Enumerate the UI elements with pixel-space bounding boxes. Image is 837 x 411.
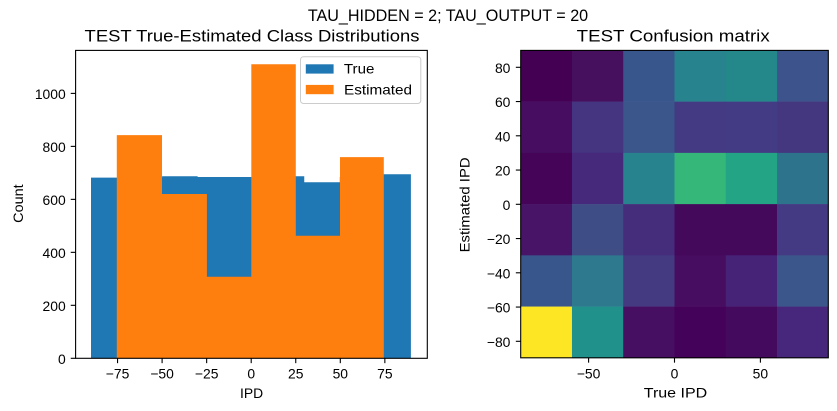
svg-text:TEST Confusion matrix: TEST Confusion matrix [577, 27, 771, 46]
svg-text:−80: −80 [487, 334, 511, 350]
svg-text:200: 200 [43, 298, 66, 314]
svg-text:True: True [344, 61, 375, 77]
svg-text:40: 40 [495, 128, 511, 144]
svg-text:75: 75 [377, 366, 393, 382]
svg-text:800: 800 [43, 139, 66, 155]
svg-text:−75: −75 [106, 366, 130, 382]
svg-text:−20: −20 [487, 231, 511, 247]
svg-text:1000: 1000 [35, 86, 66, 102]
svg-text:60: 60 [495, 94, 511, 110]
svg-text:Count: Count [10, 184, 26, 223]
svg-text:0: 0 [503, 197, 511, 213]
svg-text:−50: −50 [150, 366, 174, 382]
svg-text:50: 50 [753, 366, 769, 382]
svg-text:20: 20 [495, 163, 511, 179]
svg-text:IPD: IPD [240, 385, 263, 401]
svg-text:Estimated IPD: Estimated IPD [456, 157, 472, 252]
svg-text:25: 25 [288, 366, 304, 382]
svg-text:True IPD: True IPD [644, 385, 708, 401]
svg-text:80: 80 [495, 60, 511, 76]
svg-text:0: 0 [58, 351, 66, 367]
svg-text:400: 400 [43, 245, 66, 261]
svg-text:600: 600 [43, 192, 66, 208]
svg-text:0: 0 [671, 366, 679, 382]
svg-text:Estimated: Estimated [344, 81, 412, 97]
svg-text:0: 0 [247, 366, 255, 382]
svg-text:−60: −60 [487, 300, 511, 316]
svg-text:−25: −25 [195, 366, 219, 382]
svg-text:TEST True-Estimated Class Dist: TEST True-Estimated Class Distributions [85, 27, 420, 46]
svg-text:50: 50 [333, 366, 349, 382]
svg-text:TAU_HIDDEN = 2; TAU_OUTPUT = 2: TAU_HIDDEN = 2; TAU_OUTPUT = 20 [308, 6, 588, 25]
svg-text:−40: −40 [487, 265, 511, 281]
svg-text:−50: −50 [577, 366, 601, 382]
